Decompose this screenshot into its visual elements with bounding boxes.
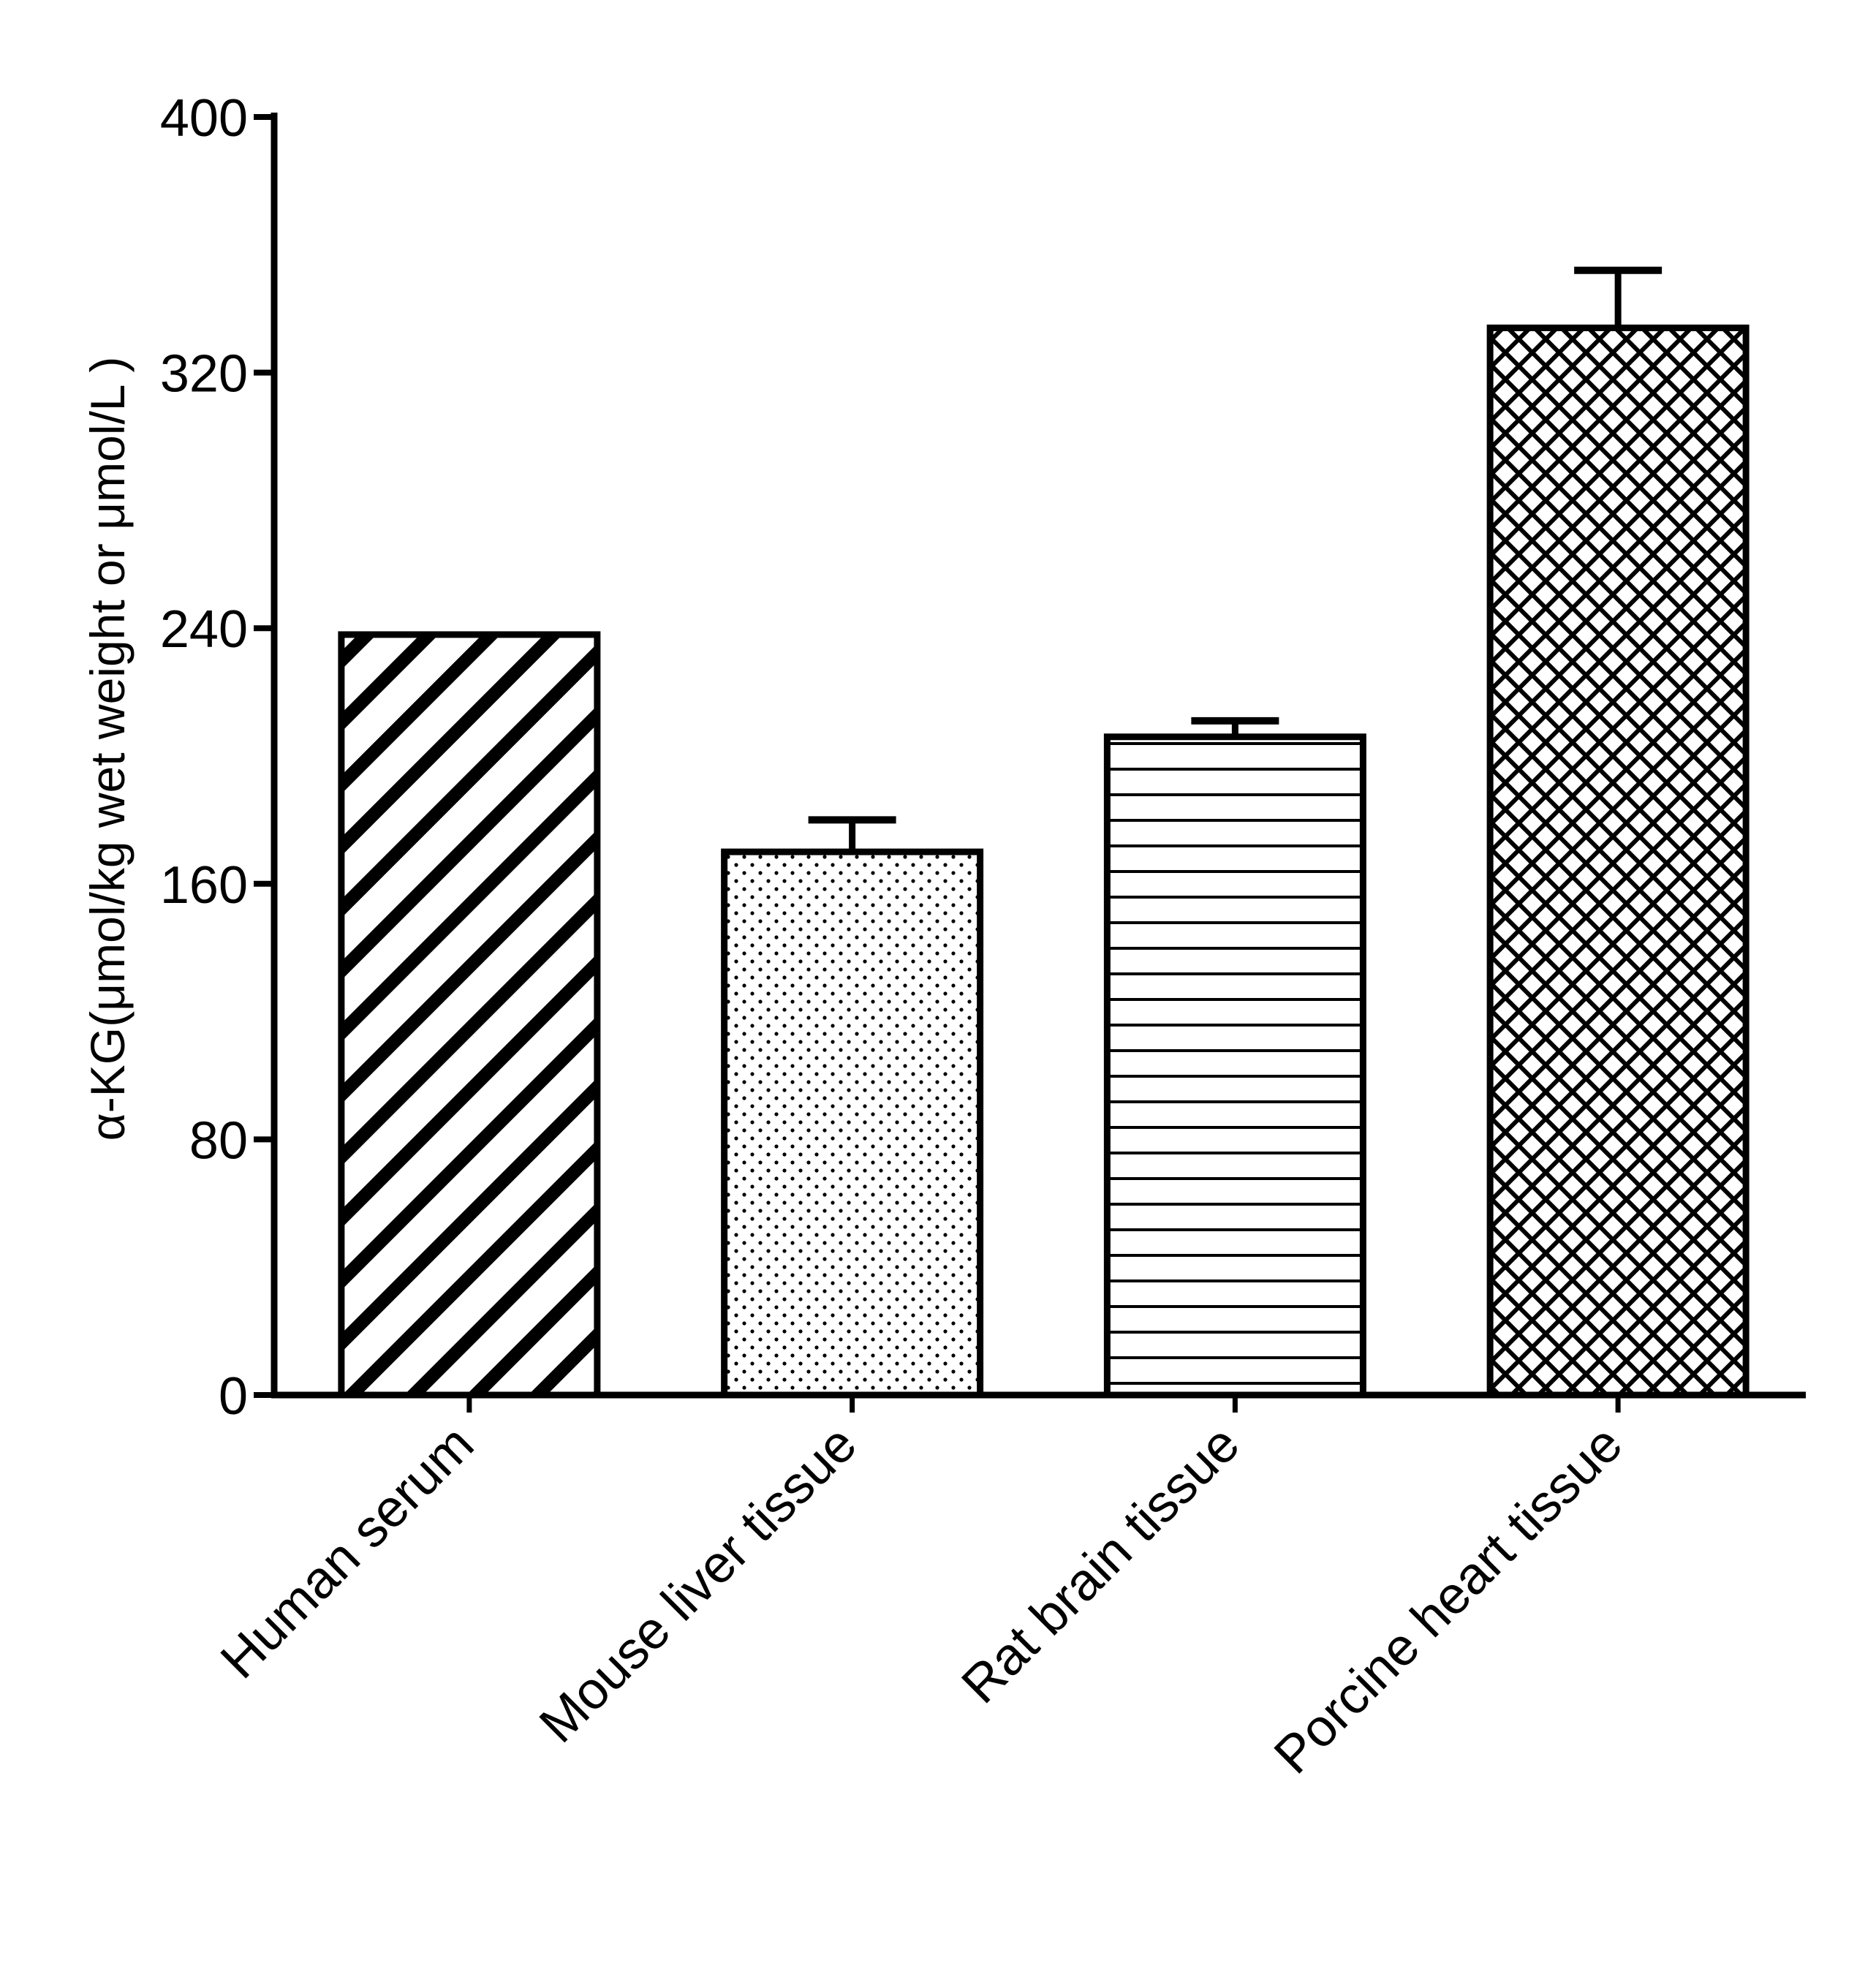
bar-human-serum [338, 631, 601, 1399]
x-category-label-0: Human serum [210, 1415, 485, 1690]
y-tick-label-80: 80 [189, 1111, 248, 1170]
y-tick-label-320: 320 [160, 345, 248, 404]
x-category-label-1: Mouse liver tissue [529, 1415, 868, 1754]
y-tick-label-0: 0 [219, 1367, 248, 1426]
x-category-label-3: Porcine heart tissue [1263, 1415, 1634, 1785]
y-tick-label-160: 160 [160, 856, 248, 915]
bar-porcine-heart-tissue [1486, 324, 1750, 1399]
bar-mouse-liver-tissue [721, 848, 984, 1399]
bars [338, 266, 1750, 1399]
y-tick-label-240: 240 [160, 600, 248, 659]
y-tick-label-400: 400 [160, 89, 248, 148]
bar-rat-brain-tissue [1103, 733, 1366, 1399]
y-axis-title: α-KG(μmol/kg wet weight or μmol/L ) [80, 357, 135, 1141]
x-category-label-2: Rat brain tissue [950, 1415, 1250, 1715]
